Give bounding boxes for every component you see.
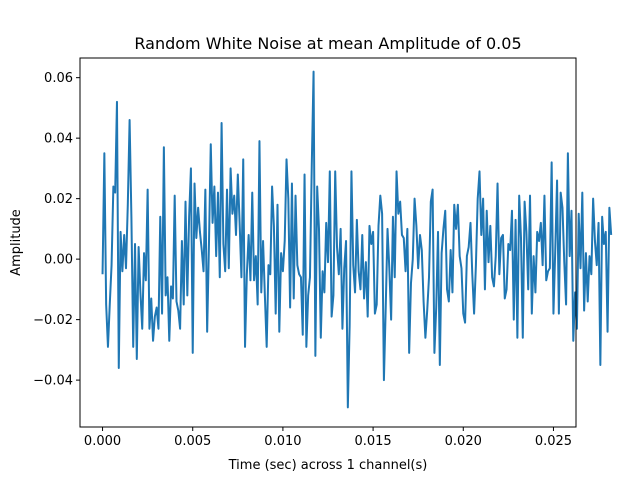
x-tick-label: 0.025 — [535, 434, 572, 449]
plot-frame — [79, 57, 577, 428]
y-tick-label: −0.04 — [33, 374, 73, 389]
y-tick-label: 0.04 — [44, 132, 73, 147]
x-tick-label: 0.015 — [354, 434, 391, 449]
x-tick-label: 0.005 — [174, 434, 211, 449]
x-tick-label: 0.010 — [264, 434, 301, 449]
y-axis-ticks: −0.04 −0.02 0.00 0.02 0.04 0.06 — [33, 71, 80, 389]
y-tick-label: 0.00 — [44, 253, 73, 268]
x-tick-label: 0.020 — [445, 434, 482, 449]
x-tick-label: 0.000 — [84, 434, 121, 449]
y-tick-label: −0.02 — [33, 313, 73, 328]
x-axis-ticks: 0.000 0.005 0.010 0.015 0.020 0.025 — [84, 427, 572, 449]
chart-title: Random White Noise at mean Amplitude of … — [134, 34, 521, 53]
y-tick-label: 0.06 — [44, 71, 73, 86]
series-line-0 — [101, 70, 613, 409]
x-axis-label: Time (sec) across 1 channel(s) — [228, 458, 428, 473]
plot-area — [101, 70, 613, 409]
y-tick-label: 0.02 — [44, 192, 73, 207]
y-axis-label: Amplitude — [9, 209, 24, 276]
